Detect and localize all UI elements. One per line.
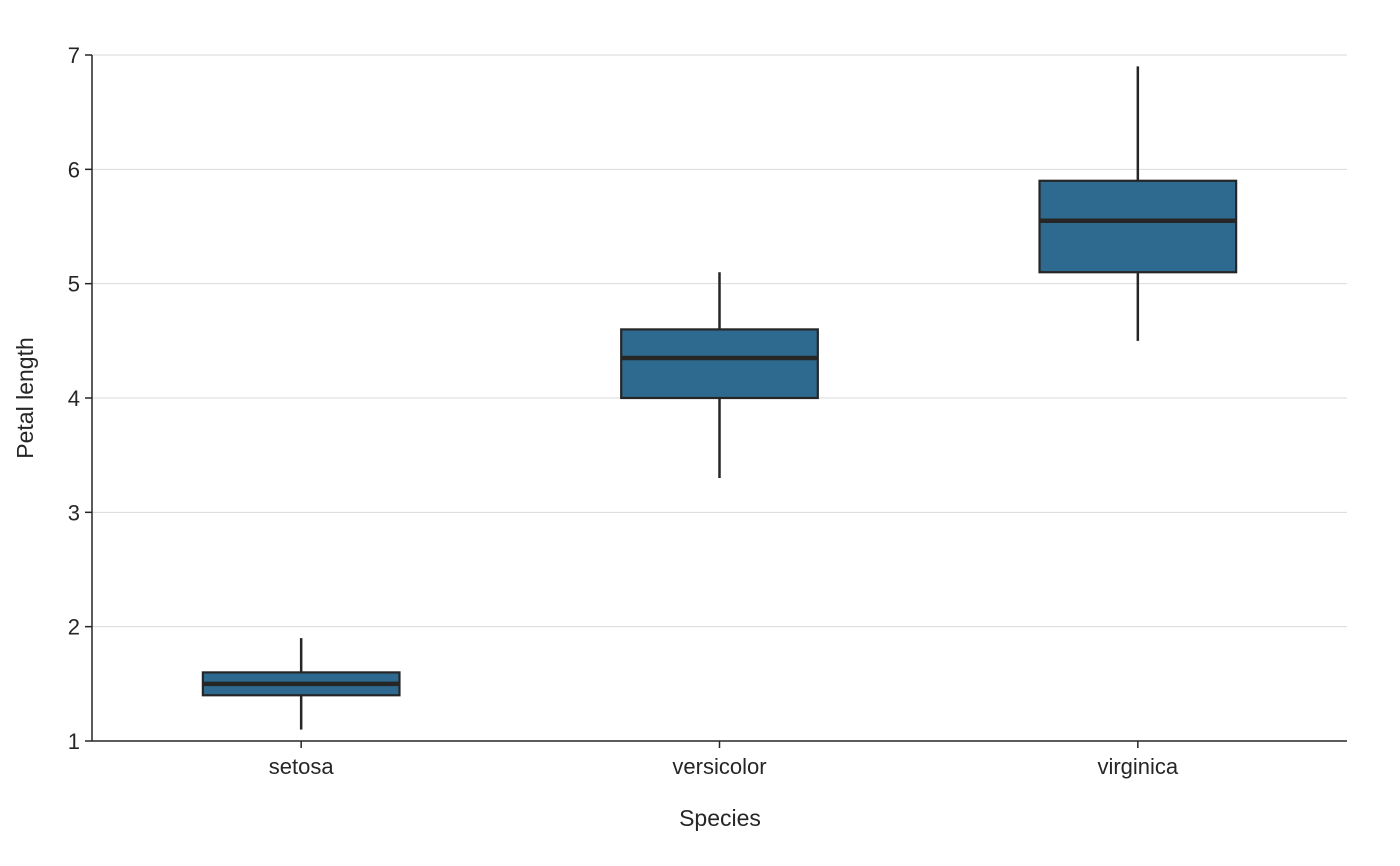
y-tick-label: 4 <box>68 386 80 411</box>
y-tick-label: 5 <box>68 272 80 297</box>
x-tick-label: versicolor <box>672 754 766 779</box>
box-series <box>201 66 1238 730</box>
x-tick-label: setosa <box>269 754 335 779</box>
y-tick-label: 6 <box>68 157 80 182</box>
iqr-box <box>1038 179 1238 274</box>
y-tick-label: 1 <box>68 729 80 754</box>
box-virginica <box>1038 66 1238 341</box>
y-tick-label: 7 <box>68 43 80 68</box>
x-tick-label: virginica <box>1097 754 1178 779</box>
y-tick-label: 3 <box>68 500 80 525</box>
box-setosa <box>201 638 401 730</box>
x-axis-title: Species <box>679 805 761 831</box>
x-ticks: setosa versicolor virginica <box>269 741 1179 779</box>
iqr-box <box>620 328 819 400</box>
y-axis-title: Petal length <box>12 337 38 458</box>
y-ticks: 1 2 3 4 5 6 7 <box>68 43 92 754</box>
y-tick-label: 2 <box>68 615 80 640</box>
box-versicolor <box>620 272 819 479</box>
